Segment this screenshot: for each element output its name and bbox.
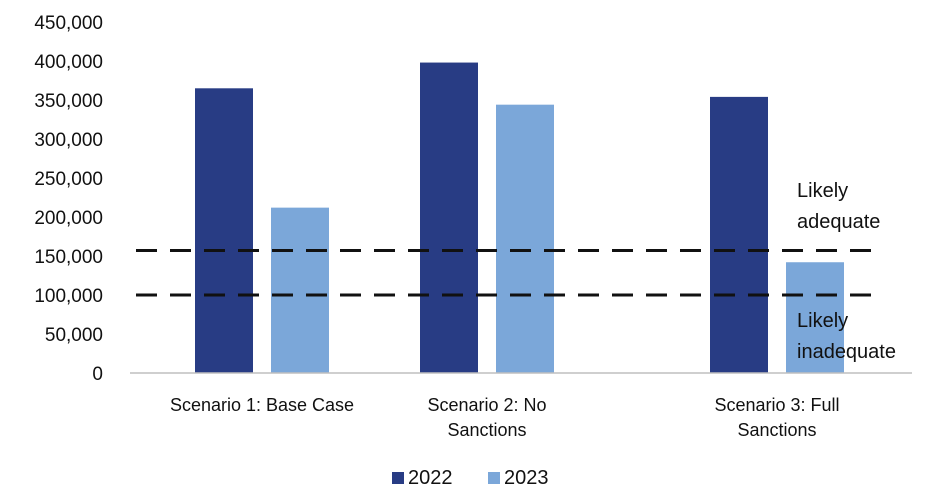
x-tick-label: Scenario 2: No — [427, 395, 546, 415]
bar-2022-3 — [710, 96, 768, 373]
y-tick-label: 150,000 — [34, 247, 103, 268]
legend: 2022 2023 — [392, 467, 549, 489]
x-tick-label: Sanctions — [447, 420, 526, 440]
annotation-label: Likely — [797, 180, 848, 202]
y-axis: 0 50,000 100,000 150,000 200,000 250,000 300,0… — [34, 13, 103, 385]
x-tick-label: Sanctions — [737, 420, 816, 440]
bar-2022-1 — [195, 88, 253, 374]
x-tick-label: Scenario 3: Full — [714, 395, 839, 415]
legend-swatch — [392, 472, 404, 484]
y-tick-label: 250,000 — [34, 169, 103, 190]
annotation-label: Likely — [797, 310, 848, 332]
bar-2023-1 — [271, 207, 329, 373]
y-tick-label: 50,000 — [45, 325, 103, 346]
y-tick-label: 0 — [92, 364, 103, 385]
legend-label: 2023 — [504, 467, 549, 489]
bars — [195, 62, 844, 374]
y-tick-label: 300,000 — [34, 130, 103, 151]
x-axis: Scenario 1: Base Case Scenario 2: No Sanct… — [170, 395, 840, 440]
y-tick-label: 200,000 — [34, 208, 103, 229]
x-tick-label: Scenario 1: Base Case — [170, 395, 354, 415]
y-tick-label: 100,000 — [34, 286, 103, 307]
y-tick-label: 400,000 — [34, 52, 103, 73]
annotation-label: adequate — [797, 211, 880, 233]
legend-swatch — [488, 472, 500, 484]
legend-label: 2022 — [408, 467, 453, 489]
annotations: Likely adequate Likely inadequate — [797, 180, 896, 363]
threshold-lines — [136, 249, 884, 297]
annotation-label: inadequate — [797, 341, 896, 363]
bar-2023-2 — [496, 104, 554, 374]
bar-2023-3 — [786, 262, 844, 373]
bar-2022-2 — [420, 62, 478, 374]
y-tick-label: 450,000 — [34, 13, 103, 34]
y-tick-label: 350,000 — [34, 91, 103, 112]
